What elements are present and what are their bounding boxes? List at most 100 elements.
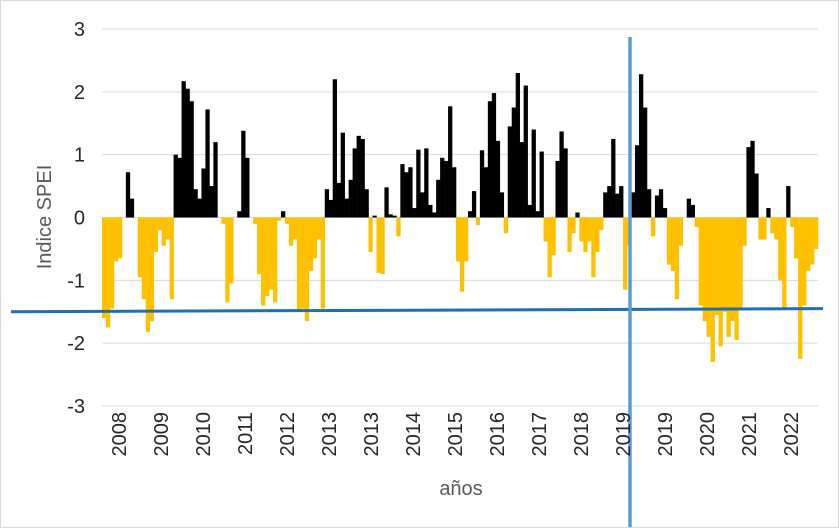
bar	[587, 217, 592, 242]
bar	[563, 148, 568, 218]
bar	[774, 217, 779, 240]
bar	[109, 217, 115, 309]
bar	[229, 217, 234, 284]
bar	[284, 217, 290, 224]
bar	[766, 208, 771, 218]
threshold-line	[10, 307, 824, 314]
bar	[332, 79, 337, 218]
y-tick-label: -1	[67, 270, 85, 292]
bar	[428, 204, 433, 218]
bar	[619, 186, 624, 218]
bar	[686, 198, 692, 218]
bar	[241, 130, 246, 218]
bar	[312, 217, 318, 259]
bar	[539, 151, 544, 218]
bar	[360, 138, 365, 218]
bar	[583, 217, 588, 253]
bar	[320, 217, 326, 309]
y-tick-label: 3	[74, 19, 85, 41]
bar	[169, 217, 174, 300]
bar	[400, 164, 405, 218]
bar	[269, 217, 274, 290]
bar	[300, 217, 306, 309]
bar	[117, 217, 123, 259]
bar	[113, 217, 119, 262]
bar	[308, 217, 314, 271]
bar	[416, 149, 421, 218]
bar	[718, 217, 723, 347]
bar	[372, 215, 377, 218]
bar	[420, 192, 425, 218]
bar	[324, 189, 330, 218]
bar	[456, 217, 461, 262]
bar	[639, 74, 644, 218]
bar	[201, 168, 206, 218]
bar	[523, 85, 528, 218]
bar	[328, 199, 334, 218]
bar	[257, 217, 262, 275]
bar	[762, 217, 767, 240]
x-tick-label: 2008	[109, 412, 131, 457]
bar	[507, 126, 513, 218]
bar	[670, 217, 676, 271]
bar	[141, 217, 147, 300]
bar	[642, 107, 648, 218]
bar	[491, 93, 497, 218]
x-tick-label: 2020	[697, 412, 719, 457]
bar	[678, 217, 684, 246]
bar	[519, 142, 524, 218]
x-tick-label: 2019	[655, 412, 677, 457]
bar	[603, 192, 608, 218]
bar	[694, 217, 699, 227]
bar	[340, 132, 345, 218]
bar	[181, 81, 186, 218]
y-tick-labels: 3 2 1 0 -1 -2 -3	[67, 19, 85, 418]
bar	[348, 179, 353, 218]
bar	[674, 217, 680, 300]
x-tick-label: 2022	[781, 412, 803, 457]
bar	[205, 109, 210, 218]
y-axis-title: Indice SPEI	[34, 165, 56, 270]
bar	[579, 217, 584, 242]
y-tick-label: 1	[74, 145, 85, 167]
bar	[746, 147, 751, 218]
bar	[531, 129, 536, 218]
bar	[515, 72, 520, 218]
bar	[607, 186, 612, 218]
bar	[503, 217, 509, 234]
bar	[551, 217, 556, 256]
bar	[288, 217, 294, 246]
x-tick-label: 2016	[487, 412, 509, 457]
bar	[479, 150, 485, 218]
x-tick-label: 2010	[193, 412, 215, 457]
x-tick-label: 2013	[361, 412, 383, 457]
bar	[599, 217, 604, 231]
bar	[137, 217, 143, 278]
bar	[790, 217, 795, 227]
bar	[658, 189, 664, 218]
bar	[125, 172, 131, 218]
bar	[623, 217, 628, 290]
bar	[646, 189, 652, 218]
bar	[730, 217, 735, 322]
bar	[376, 217, 381, 273]
x-tick-label: 2017	[529, 412, 551, 457]
x-tick-labels: 2008 2009 2010 2011 2012 2013 2013 2014 2015 2016…	[109, 412, 803, 457]
bar	[213, 142, 218, 218]
bar	[412, 208, 417, 218]
bar	[225, 217, 230, 303]
bar	[296, 217, 302, 312]
bar	[245, 157, 250, 218]
bar	[102, 217, 107, 319]
bar	[432, 212, 437, 218]
bar	[591, 217, 596, 278]
bar	[344, 198, 349, 218]
bar	[654, 195, 660, 218]
bar	[448, 106, 453, 218]
bar	[782, 217, 787, 309]
x-tick-label: 2011	[235, 412, 257, 455]
bar	[444, 160, 449, 218]
bar	[722, 217, 727, 312]
x-tick-label: 2013	[319, 412, 341, 457]
